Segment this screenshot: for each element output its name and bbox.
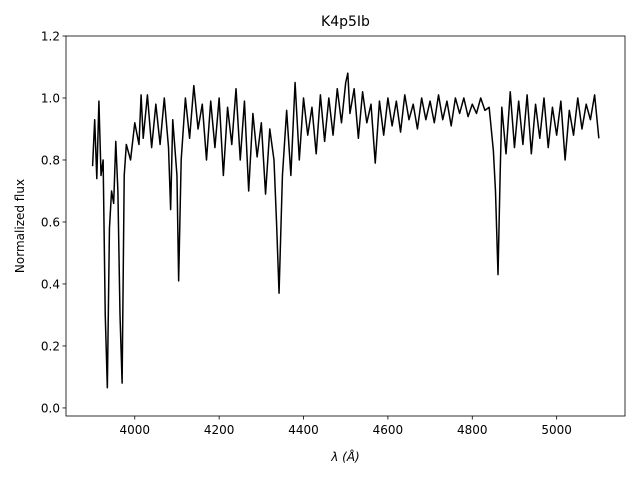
y-tick-label: 1.2 [41,30,60,44]
x-tick-label: 5000 [541,423,572,437]
y-tick-label: 1.0 [41,91,60,105]
x-tick-label: 4600 [373,423,404,437]
axes-frame [65,35,626,417]
spectrum-line [91,72,600,389]
x-axis-label: λ (Å) [330,449,360,464]
y-axis-label: Normalized flux [13,179,27,273]
y-tick-label: 0.6 [41,215,60,229]
y-tick-label: 0.2 [41,339,60,353]
x-tick-label: 4200 [204,423,235,437]
x-tick-label: 4000 [119,423,150,437]
x-tick-label: 4800 [457,423,488,437]
y-tick-label: 0.8 [41,153,60,167]
chart-title: K4p5Ib [321,14,370,30]
y-tick-label: 0.0 [41,401,60,415]
x-tick-label: 4400 [288,423,319,437]
y-tick-label: 0.4 [41,277,60,291]
